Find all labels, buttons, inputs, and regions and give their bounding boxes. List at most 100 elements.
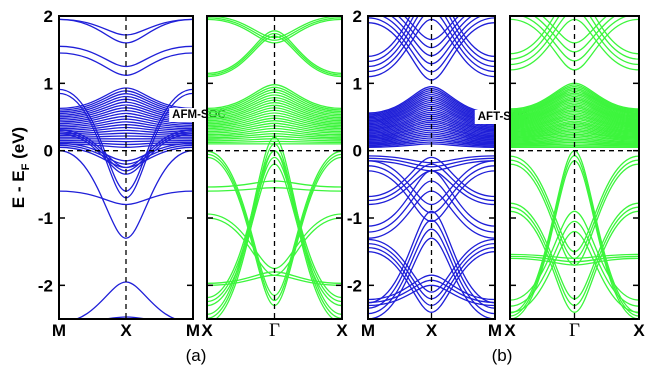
band-line-31 xyxy=(510,95,639,118)
band-line-25 xyxy=(368,93,495,119)
band-line-48 xyxy=(368,165,495,214)
band-line-11 xyxy=(510,128,639,138)
band-line-18 xyxy=(59,129,193,135)
band-line-38 xyxy=(368,16,495,68)
y-tick-label: 1 xyxy=(353,74,362,93)
band-line-43 xyxy=(207,32,342,76)
plot-frame xyxy=(58,15,194,320)
band-line-45 xyxy=(510,16,639,66)
y-tick-label: -2 xyxy=(38,276,53,295)
band-line-21 xyxy=(510,112,639,128)
band-line-14 xyxy=(59,139,193,143)
band-line-60 xyxy=(510,230,639,313)
band-line-4 xyxy=(510,140,639,145)
band-line-44 xyxy=(207,30,342,75)
band-line-24 xyxy=(368,95,495,120)
band-line-37 xyxy=(59,52,193,76)
kpoint-label: X xyxy=(201,321,213,340)
band-line-9 xyxy=(59,190,193,206)
band-line-46 xyxy=(368,156,495,198)
band-line-2 xyxy=(368,139,495,146)
band-line-40 xyxy=(207,17,342,41)
band-line-54 xyxy=(510,257,639,266)
band-line-28 xyxy=(59,101,193,118)
band-line-11 xyxy=(368,121,495,135)
band-line-36 xyxy=(59,45,193,68)
band-line-20 xyxy=(207,130,342,137)
band-line-27 xyxy=(510,102,639,122)
band-line-37 xyxy=(207,86,342,111)
band-line-11 xyxy=(207,274,342,286)
plot-frame xyxy=(367,15,496,320)
band-line-38 xyxy=(207,84,342,110)
band-line-41 xyxy=(519,16,630,62)
y-axis-title: E - EF (eV) xyxy=(9,127,32,208)
band-line-7 xyxy=(368,129,495,140)
kpoint-label: X xyxy=(633,321,645,340)
band-line-29 xyxy=(368,86,495,114)
band-line-40 xyxy=(368,16,495,58)
band-line-27 xyxy=(207,112,342,127)
band-line-47 xyxy=(368,170,495,223)
band-line-12 xyxy=(59,143,193,148)
band-line-24 xyxy=(59,112,193,125)
band-line-30 xyxy=(59,95,193,115)
kpoint-label: M xyxy=(488,321,502,340)
band-line-16 xyxy=(368,111,495,130)
y-tick-label: -1 xyxy=(347,209,362,228)
band-line-61 xyxy=(510,220,639,307)
kpoint-label: Γ xyxy=(269,320,280,341)
band-line-7 xyxy=(59,129,193,169)
band-line-21 xyxy=(368,101,495,124)
band-line-34 xyxy=(59,18,193,44)
band-line-26 xyxy=(510,104,639,123)
y-tick-label: 1 xyxy=(44,74,53,93)
band-line-32 xyxy=(510,94,639,117)
kpoint-label: X xyxy=(336,321,348,340)
band-line-39 xyxy=(207,18,342,44)
band-line-61 xyxy=(368,284,495,307)
kpoint-label: X xyxy=(504,321,516,340)
band-line-30 xyxy=(207,104,342,122)
band-line-42 xyxy=(532,16,617,53)
band-line-5 xyxy=(510,138,639,144)
band-line-62 xyxy=(510,210,639,301)
band-line-34 xyxy=(207,94,342,116)
band-line-15 xyxy=(368,113,495,131)
band-line-56 xyxy=(368,210,495,304)
band-line-24 xyxy=(207,120,342,131)
kpoint-label: X xyxy=(426,321,438,340)
y-tick-label: 0 xyxy=(353,142,362,161)
band-line-35 xyxy=(403,16,460,41)
band-line-4 xyxy=(207,156,342,303)
band-line-20 xyxy=(368,103,495,125)
band-line-47 xyxy=(510,16,639,55)
band-line-49 xyxy=(368,160,495,206)
band-line-9 xyxy=(510,131,639,140)
band-line-57 xyxy=(368,251,495,313)
band-line-33 xyxy=(510,92,639,116)
band-line-39 xyxy=(368,16,495,63)
band-line-8 xyxy=(59,150,193,239)
plot-frame xyxy=(206,15,343,320)
band-line-55 xyxy=(368,219,495,309)
band-line-10 xyxy=(510,130,639,139)
band-line-56 xyxy=(510,253,639,260)
band-line-60 xyxy=(368,238,495,293)
band-line-40 xyxy=(510,18,639,71)
band-line-16 xyxy=(207,140,342,144)
kpoint-label: M xyxy=(186,321,200,340)
band-line-21 xyxy=(59,121,193,130)
panel-a-label: (a) xyxy=(186,346,207,365)
y-axis-label: E - EF (eV) xyxy=(9,127,32,208)
band-line-42 xyxy=(368,157,495,168)
band-line-57 xyxy=(510,210,639,313)
band-line-16 xyxy=(510,120,639,133)
band-line-15 xyxy=(510,122,639,134)
panel-b-label: (b) xyxy=(492,346,513,365)
y-tick-label: 2 xyxy=(353,7,362,26)
band-line-37 xyxy=(510,85,639,112)
y-tick-label: 2 xyxy=(44,7,53,26)
band-line-46 xyxy=(510,16,639,60)
